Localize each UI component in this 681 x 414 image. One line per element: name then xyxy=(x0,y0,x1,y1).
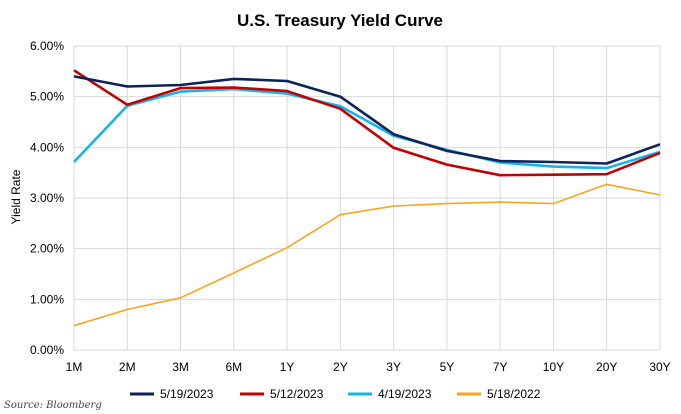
legend-label: 4/19/2023 xyxy=(378,387,432,401)
x-tick-label: 20Y xyxy=(596,360,617,374)
x-tick-label: 5Y xyxy=(440,360,455,374)
legend-label: 5/12/2023 xyxy=(270,387,324,401)
legend-label: 5/19/2023 xyxy=(160,387,214,401)
source-note: Source: Bloomberg xyxy=(4,400,102,411)
x-tick-label: 10Y xyxy=(543,360,564,374)
series-line-5-12-2023 xyxy=(73,69,661,177)
y-tick-label: 4.00% xyxy=(30,140,64,154)
chart-title: U.S. Treasury Yield Curve xyxy=(237,11,443,30)
x-tick-label: 30Y xyxy=(649,360,670,374)
y-axis-ticks: 0.00% 1.00% 2.00% 3.00% 4.00% 5.00% 6.00% xyxy=(30,39,64,357)
y-tick-label: 0.00% xyxy=(30,343,64,357)
series-lines xyxy=(73,69,661,327)
x-tick-label: 2M xyxy=(119,360,136,374)
y-axis-title: Yield Rate xyxy=(9,169,23,224)
x-tick-label: 6M xyxy=(225,360,242,374)
y-tick-label: 2.00% xyxy=(30,242,64,256)
y-tick-label: 1.00% xyxy=(30,292,64,306)
y-tick-label: 5.00% xyxy=(30,90,64,104)
series-line-5-19-2023 xyxy=(73,75,661,165)
x-tick-label: 2Y xyxy=(333,360,348,374)
y-tick-label: 6.00% xyxy=(30,39,64,53)
legend-label: 5/18/2022 xyxy=(487,387,541,401)
x-tick-label: 1Y xyxy=(280,360,295,374)
x-tick-label: 7Y xyxy=(493,360,508,374)
x-axis-ticks: 1M 2M 3M 6M 1Y 2Y 3Y 5Y 7Y 10Y 20Y 30Y xyxy=(66,360,671,374)
y-tick-label: 3.00% xyxy=(30,191,64,205)
series-line-5-18-2022 xyxy=(73,183,661,327)
x-tick-label: 1M xyxy=(66,360,83,374)
series-line-4-19-2023 xyxy=(73,87,661,170)
x-tick-label: 3M xyxy=(172,360,189,374)
grid xyxy=(73,45,661,351)
x-tick-label: 3Y xyxy=(386,360,401,374)
legend: 5/19/2023 5/12/2023 4/19/2023 5/18/2022 xyxy=(130,387,541,401)
